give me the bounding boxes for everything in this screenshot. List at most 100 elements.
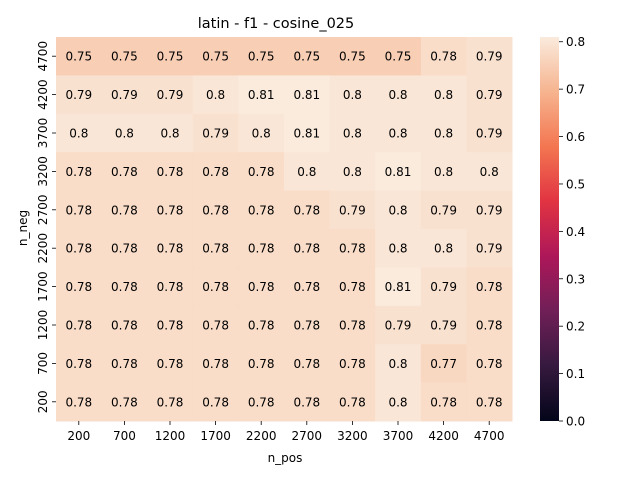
y-tick-label: 3200 — [36, 156, 50, 187]
colorbar-tick-label: 0.7 — [566, 83, 585, 97]
heatmap-cell — [147, 229, 194, 268]
heatmap-cell — [466, 344, 513, 384]
cell-value-label: 0.8 — [160, 127, 179, 141]
heatmap-cell — [238, 267, 285, 307]
heatmap-cell — [192, 382, 239, 422]
cell-value-label: 0.78 — [248, 165, 275, 179]
colorbar-tick-label: 0.8 — [566, 35, 585, 49]
heatmap-cell — [329, 305, 376, 345]
heatmap-cell — [420, 344, 467, 384]
heatmap-cell — [420, 305, 467, 345]
cell-value-label: 0.78 — [293, 242, 320, 256]
cell-value-label: 0.78 — [476, 280, 503, 294]
heatmap-cells — [56, 37, 513, 422]
y-tick-label: 4200 — [36, 79, 50, 110]
cell-value-label: 0.78 — [430, 395, 457, 409]
x-tick-label: 200 — [67, 429, 90, 443]
heatmap-cell — [238, 37, 285, 76]
cell-value-label: 0.8 — [388, 395, 407, 409]
heatmap-cell — [101, 75, 148, 115]
cell-value-label: 0.78 — [157, 395, 184, 409]
cell-value-label: 0.78 — [248, 203, 275, 217]
cell-value-label: 0.78 — [248, 357, 275, 371]
cell-value-label: 0.79 — [430, 280, 457, 294]
cell-value-label: 0.78 — [476, 319, 503, 333]
cell-value-label: 0.78 — [339, 242, 366, 256]
cell-value-label: 0.78 — [248, 395, 275, 409]
heatmap-cell — [329, 75, 376, 115]
cell-value-label: 0.75 — [248, 50, 275, 64]
colorbar-tick-label: 0.6 — [566, 130, 585, 144]
cell-value-label: 0.79 — [476, 127, 503, 141]
heatmap-cell — [375, 305, 422, 345]
cell-value-label: 0.78 — [157, 165, 184, 179]
cell-value-label: 0.8 — [343, 88, 362, 102]
heatmap-cell — [329, 382, 376, 422]
heatmap-cell — [238, 152, 285, 192]
cell-value-label: 0.78 — [111, 165, 138, 179]
cell-value-label: 0.78 — [65, 203, 92, 217]
cell-value-label: 0.79 — [476, 203, 503, 217]
x-axis-label: n_pos — [268, 451, 303, 465]
heatmap-cell — [284, 382, 331, 422]
heatmap-cell — [101, 229, 148, 268]
heatmap-cell — [101, 305, 148, 345]
colorbar-ticks: 0.0 0.1 0.2 0.3 0.4 0.5 0.6 0.7 0.8 — [559, 35, 585, 429]
cell-value-label: 0.79 — [476, 50, 503, 64]
cell-value-label: 0.78 — [476, 357, 503, 371]
cell-value-label: 0.8 — [388, 203, 407, 217]
cell-value-label: 0.78 — [111, 319, 138, 333]
heatmap-cell — [147, 190, 194, 230]
heatmap-cell — [101, 344, 148, 384]
heatmap-cell — [329, 190, 376, 230]
cell-value-label: 0.78 — [248, 280, 275, 294]
heatmap-cell — [192, 267, 239, 307]
heatmap-cell — [101, 190, 148, 230]
heatmap-cell — [466, 190, 513, 230]
cell-value-label: 0.78 — [202, 319, 229, 333]
cell-value-label: 0.81 — [248, 88, 275, 102]
heatmap-cell — [284, 344, 331, 384]
chart-title: latin - f1 - cosine_025 — [198, 16, 355, 32]
cell-value-label: 0.78 — [476, 395, 503, 409]
heatmap-cell — [329, 267, 376, 307]
cell-value-label: 0.78 — [65, 165, 92, 179]
cell-value-label: 0.79 — [202, 127, 229, 141]
cell-value-label: 0.78 — [65, 280, 92, 294]
cell-value-label: 0.79 — [157, 88, 184, 102]
cell-value-label: 0.8 — [206, 88, 225, 102]
heatmap-cell — [466, 37, 513, 76]
cell-value-label: 0.81 — [385, 165, 412, 179]
heatmap-cell — [101, 113, 148, 153]
heatmap-cell — [56, 75, 103, 115]
colorbar-tick-label: 0.2 — [566, 320, 585, 334]
x-tick-label: 700 — [113, 429, 136, 443]
y-tick-label: 3700 — [36, 118, 50, 149]
heatmap-cell — [147, 37, 194, 76]
heatmap-cell — [56, 382, 103, 422]
y-tick-label: 700 — [36, 352, 50, 375]
y-tick-label: 1700 — [36, 271, 50, 302]
cell-value-label: 0.77 — [430, 357, 457, 371]
cell-value-label: 0.8 — [343, 165, 362, 179]
heatmap-cell — [284, 229, 331, 268]
y-axis-ticks: 4700 4200 3700 3200 2700 2200 1700 1200 700 200 — [36, 41, 56, 413]
cell-value-label: 0.78 — [202, 395, 229, 409]
cell-value-label: 0.75 — [202, 50, 229, 64]
heatmap-cell — [420, 267, 467, 307]
y-tick-label: 2200 — [36, 233, 50, 264]
cell-value-label: 0.75 — [111, 50, 138, 64]
cell-value-label: 0.78 — [202, 242, 229, 256]
heatmap-cell — [56, 113, 103, 153]
heatmap-cell — [192, 37, 239, 76]
cell-value-label: 0.78 — [65, 357, 92, 371]
cell-value-label: 0.8 — [69, 127, 88, 141]
cell-value-label: 0.75 — [157, 50, 184, 64]
x-tick-label: 1200 — [155, 429, 186, 443]
heatmap-cell — [238, 229, 285, 268]
heatmap-cell — [56, 267, 103, 307]
heatmap-cell — [101, 382, 148, 422]
heatmap-cell — [375, 229, 422, 268]
heatmap-cell — [147, 344, 194, 384]
heatmap-cell — [192, 190, 239, 230]
